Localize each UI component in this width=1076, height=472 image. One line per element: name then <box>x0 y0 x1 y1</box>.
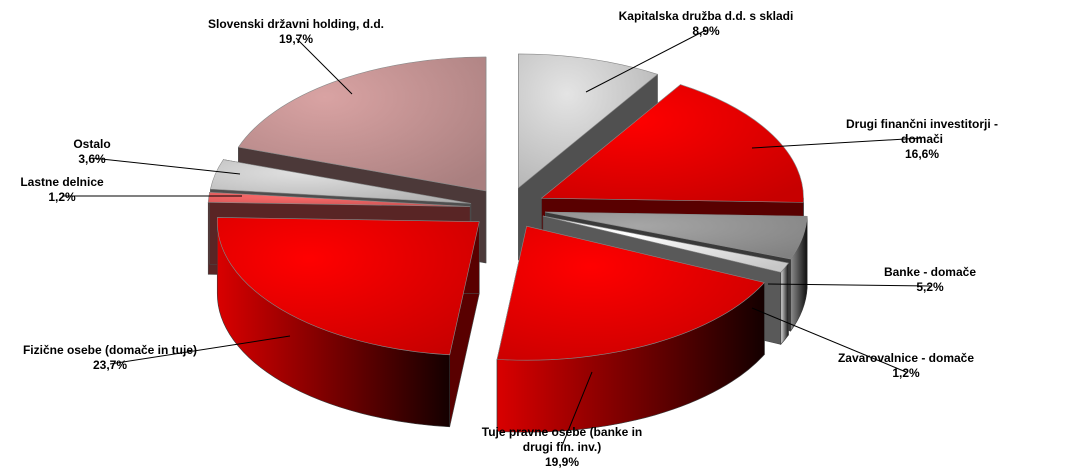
slice-value: 5,2% <box>916 280 944 294</box>
slice-label: Kapitalska družba d.d. s skladi 8,9% <box>619 9 794 38</box>
slice-label: Zavarovalnice - domače 1,2% <box>838 351 974 380</box>
slice-value: 8,9% <box>692 24 720 38</box>
slice-name: Ostalo <box>73 137 110 151</box>
slice-value: 1,2% <box>48 190 76 204</box>
slice-top <box>518 53 659 189</box>
slice-top <box>496 225 765 361</box>
slice-top <box>210 159 471 204</box>
slice-side <box>780 262 789 346</box>
pie-slice <box>496 225 765 433</box>
slice-name: Drugi finančni investitorji - <box>846 117 998 131</box>
slice-label: Ostalo 3,6% <box>73 137 110 166</box>
slice-name: Tuje pravne osebe (banke in <box>482 425 643 439</box>
slice-name: Slovenski državni holding, d.d. <box>208 17 384 31</box>
slice-label: Fizične osebe (domače in tuje) 23,7% <box>23 343 197 372</box>
slice-value: 1,2% <box>892 366 920 380</box>
slice-value: 16,6% <box>905 147 939 161</box>
slice-name: Lastne delnice <box>20 175 104 189</box>
slice-name: domači <box>901 132 943 146</box>
slice-name: drugi fin. inv.) <box>523 440 601 454</box>
slice-name: Fizične osebe (domače in tuje) <box>23 343 197 357</box>
slice-label: Banke - domače 5,2% <box>884 265 976 294</box>
slice-top <box>545 211 808 260</box>
slice-label: Lastne delnice 1,2% <box>20 175 104 204</box>
leader-line <box>751 307 907 373</box>
slice-name: Zavarovalnice - domače <box>838 351 974 365</box>
slice-top <box>542 215 789 273</box>
leader-line <box>561 371 593 447</box>
slice-value: 19,9% <box>545 455 579 469</box>
slice-top <box>540 84 804 203</box>
leader-line <box>109 335 291 365</box>
slice-value: 3,6% <box>78 152 106 166</box>
pie-slices <box>207 53 808 433</box>
leader-line <box>767 283 931 287</box>
leader-line <box>585 29 707 93</box>
slice-top <box>217 217 480 356</box>
slice-label: Slovenski državni holding, d.d. 19,7% <box>208 17 384 46</box>
slice-top <box>207 191 471 207</box>
pie-slice <box>216 217 480 428</box>
slice-name: Banke - domače <box>884 265 976 279</box>
leader-lines <box>62 29 931 447</box>
slice-value: 23,7% <box>93 358 127 372</box>
slice-top <box>237 56 487 192</box>
leader-line <box>295 37 353 95</box>
slice-label: Tuje pravne osebe (banke in drugi fin. in… <box>482 425 643 469</box>
leader-line <box>91 157 241 175</box>
slice-label: Drugi finančni investitorji -domači 16,6% <box>846 117 998 161</box>
slice-name: Kapitalska družba d.d. s skladi <box>619 9 794 23</box>
slice-labels: Kapitalska družba d.d. s skladi 8,9% Drugi… <box>20 9 998 469</box>
slice-value: 19,7% <box>279 32 313 46</box>
leader-line <box>751 137 923 149</box>
